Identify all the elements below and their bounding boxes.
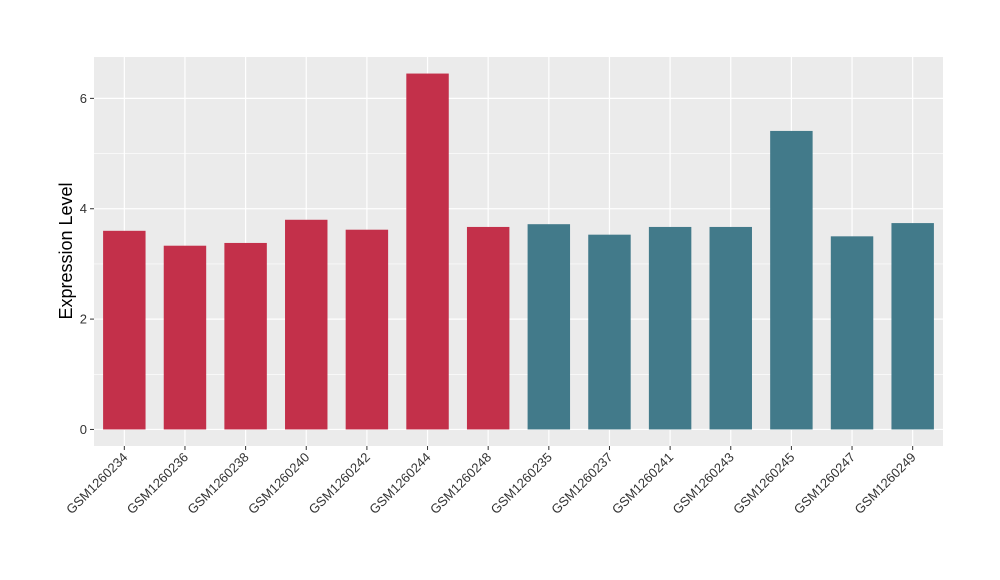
x-tick-label: GSM1260243 <box>670 450 737 517</box>
y-tick-label: 6 <box>80 91 87 106</box>
x-tick-label: GSM1260234 <box>63 450 130 517</box>
bar <box>466 226 510 430</box>
plot-panel <box>94 57 943 446</box>
bar <box>163 245 207 430</box>
y-tick-label: 0 <box>80 422 87 437</box>
x-axis: GSM1260234GSM1260236GSM1260238GSM1260240… <box>63 446 919 517</box>
x-tick-label: GSM1260241 <box>609 450 676 517</box>
bar <box>770 130 813 430</box>
x-tick-label: GSM1260238 <box>184 450 251 517</box>
bar <box>406 73 449 430</box>
y-tick-label: 2 <box>80 312 87 327</box>
x-tick-label: GSM1260249 <box>851 450 918 517</box>
bar <box>527 224 571 430</box>
bar <box>891 223 934 430</box>
bar <box>648 226 692 430</box>
bar <box>830 236 874 430</box>
y-tick-label: 4 <box>80 201 87 216</box>
bar <box>345 229 389 430</box>
bars <box>103 73 934 430</box>
bar <box>103 230 146 430</box>
bar <box>285 219 328 430</box>
y-axis-label: Expression Level <box>56 182 76 319</box>
x-tick-label: GSM1260247 <box>791 450 858 517</box>
bar <box>709 226 752 430</box>
x-tick-label: GSM1260236 <box>124 450 191 517</box>
x-tick-label: GSM1260237 <box>548 450 615 517</box>
x-tick-label: GSM1260244 <box>366 450 433 517</box>
bar <box>224 242 267 430</box>
x-tick-label: GSM1260245 <box>730 450 797 517</box>
x-tick-label: GSM1260240 <box>245 450 312 517</box>
y-axis: 0 2 4 6 <box>80 91 94 437</box>
bar <box>588 234 631 430</box>
x-tick-label: GSM1260248 <box>427 450 494 517</box>
x-tick-label: GSM1260242 <box>306 450 373 517</box>
x-tick-label: GSM1260235 <box>488 450 555 517</box>
